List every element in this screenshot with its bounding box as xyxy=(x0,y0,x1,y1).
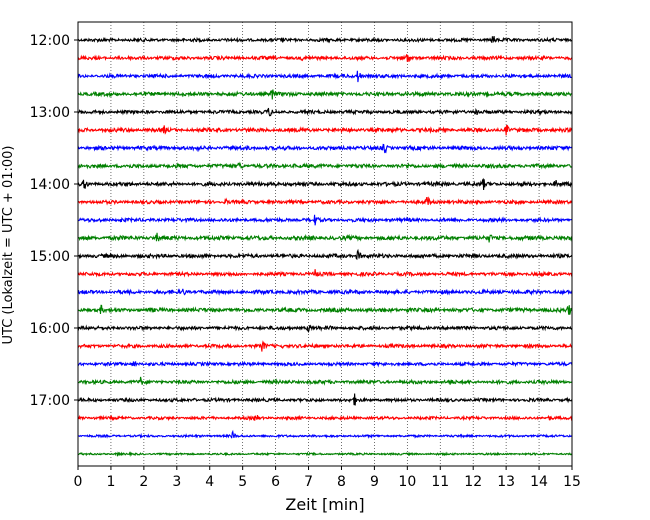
trace-1700 xyxy=(77,393,573,406)
trace-1315 xyxy=(77,124,573,136)
y-tick-label: 17:00 xyxy=(30,393,70,409)
trace-1230 xyxy=(77,70,573,83)
y-tick-label: 14:00 xyxy=(30,177,70,193)
trace-1430 xyxy=(77,214,573,226)
trace-1330 xyxy=(77,143,573,154)
trace-1530 xyxy=(77,288,573,296)
trace-1600 xyxy=(77,324,573,334)
trace-1245 xyxy=(77,89,573,100)
trace-1745 xyxy=(77,451,573,457)
x-tick-label: 4 xyxy=(205,474,214,490)
x-tick-label: 13 xyxy=(497,474,515,490)
x-tick-label: 7 xyxy=(304,474,313,490)
x-tick-label: 2 xyxy=(139,474,148,490)
y-tick-label: 15:00 xyxy=(30,249,70,265)
trace-1545 xyxy=(77,304,573,315)
x-tick-label: 11 xyxy=(431,474,449,490)
trace-1400 xyxy=(77,177,573,191)
y-tick-label: 13:00 xyxy=(30,105,70,121)
x-tick-label: 0 xyxy=(74,474,83,490)
trace-1445 xyxy=(77,232,573,243)
trace-1215 xyxy=(77,54,573,62)
trace-1715 xyxy=(77,414,573,422)
y-axis: 12:00 13:00 14:00 15:00 16:00 17:00 xyxy=(30,33,78,409)
trace-1415 xyxy=(77,196,573,206)
trace-1500 xyxy=(77,248,573,261)
trace-1645 xyxy=(77,376,573,386)
trace-1515 xyxy=(77,269,573,278)
y-axis-title: UTC (Lokalzeit = UTC + 01:00) xyxy=(1,146,16,345)
x-tick-label: 10 xyxy=(398,474,416,490)
x-tick-label: 15 xyxy=(563,474,581,490)
y-tick-label: 16:00 xyxy=(30,321,70,337)
x-gridlines xyxy=(110,22,540,466)
trace-1300 xyxy=(77,107,573,117)
x-tick-label: 8 xyxy=(337,474,346,490)
x-tick-label: 14 xyxy=(530,474,548,490)
x-tick-label: 5 xyxy=(238,474,247,490)
x-axis: 0 1 2 3 4 5 6 7 8 9 10 11 12 13 14 15 xyxy=(74,466,581,490)
trace-1200 xyxy=(77,36,573,44)
x-axis-title: Zeit [min] xyxy=(285,495,364,514)
x-tick-label: 3 xyxy=(172,474,181,490)
trace-1630 xyxy=(77,360,573,368)
seismic-traces xyxy=(77,36,573,457)
x-tick-label: 6 xyxy=(271,474,280,490)
y-tick-label: 12:00 xyxy=(30,33,70,49)
trace-1730 xyxy=(77,429,573,440)
x-tick-label: 1 xyxy=(106,474,115,490)
x-tick-label: 9 xyxy=(370,474,379,490)
trace-1345 xyxy=(77,161,573,170)
plot-frame xyxy=(77,21,573,467)
trace-1615 xyxy=(77,340,573,352)
x-tick-label: 12 xyxy=(464,474,482,490)
